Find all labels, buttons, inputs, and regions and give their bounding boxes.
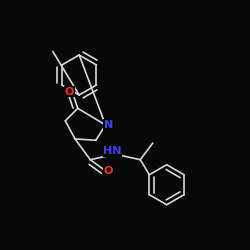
Text: O: O bbox=[65, 87, 74, 97]
Text: O: O bbox=[104, 166, 113, 176]
Text: N: N bbox=[104, 120, 113, 130]
Text: HN: HN bbox=[103, 146, 122, 156]
